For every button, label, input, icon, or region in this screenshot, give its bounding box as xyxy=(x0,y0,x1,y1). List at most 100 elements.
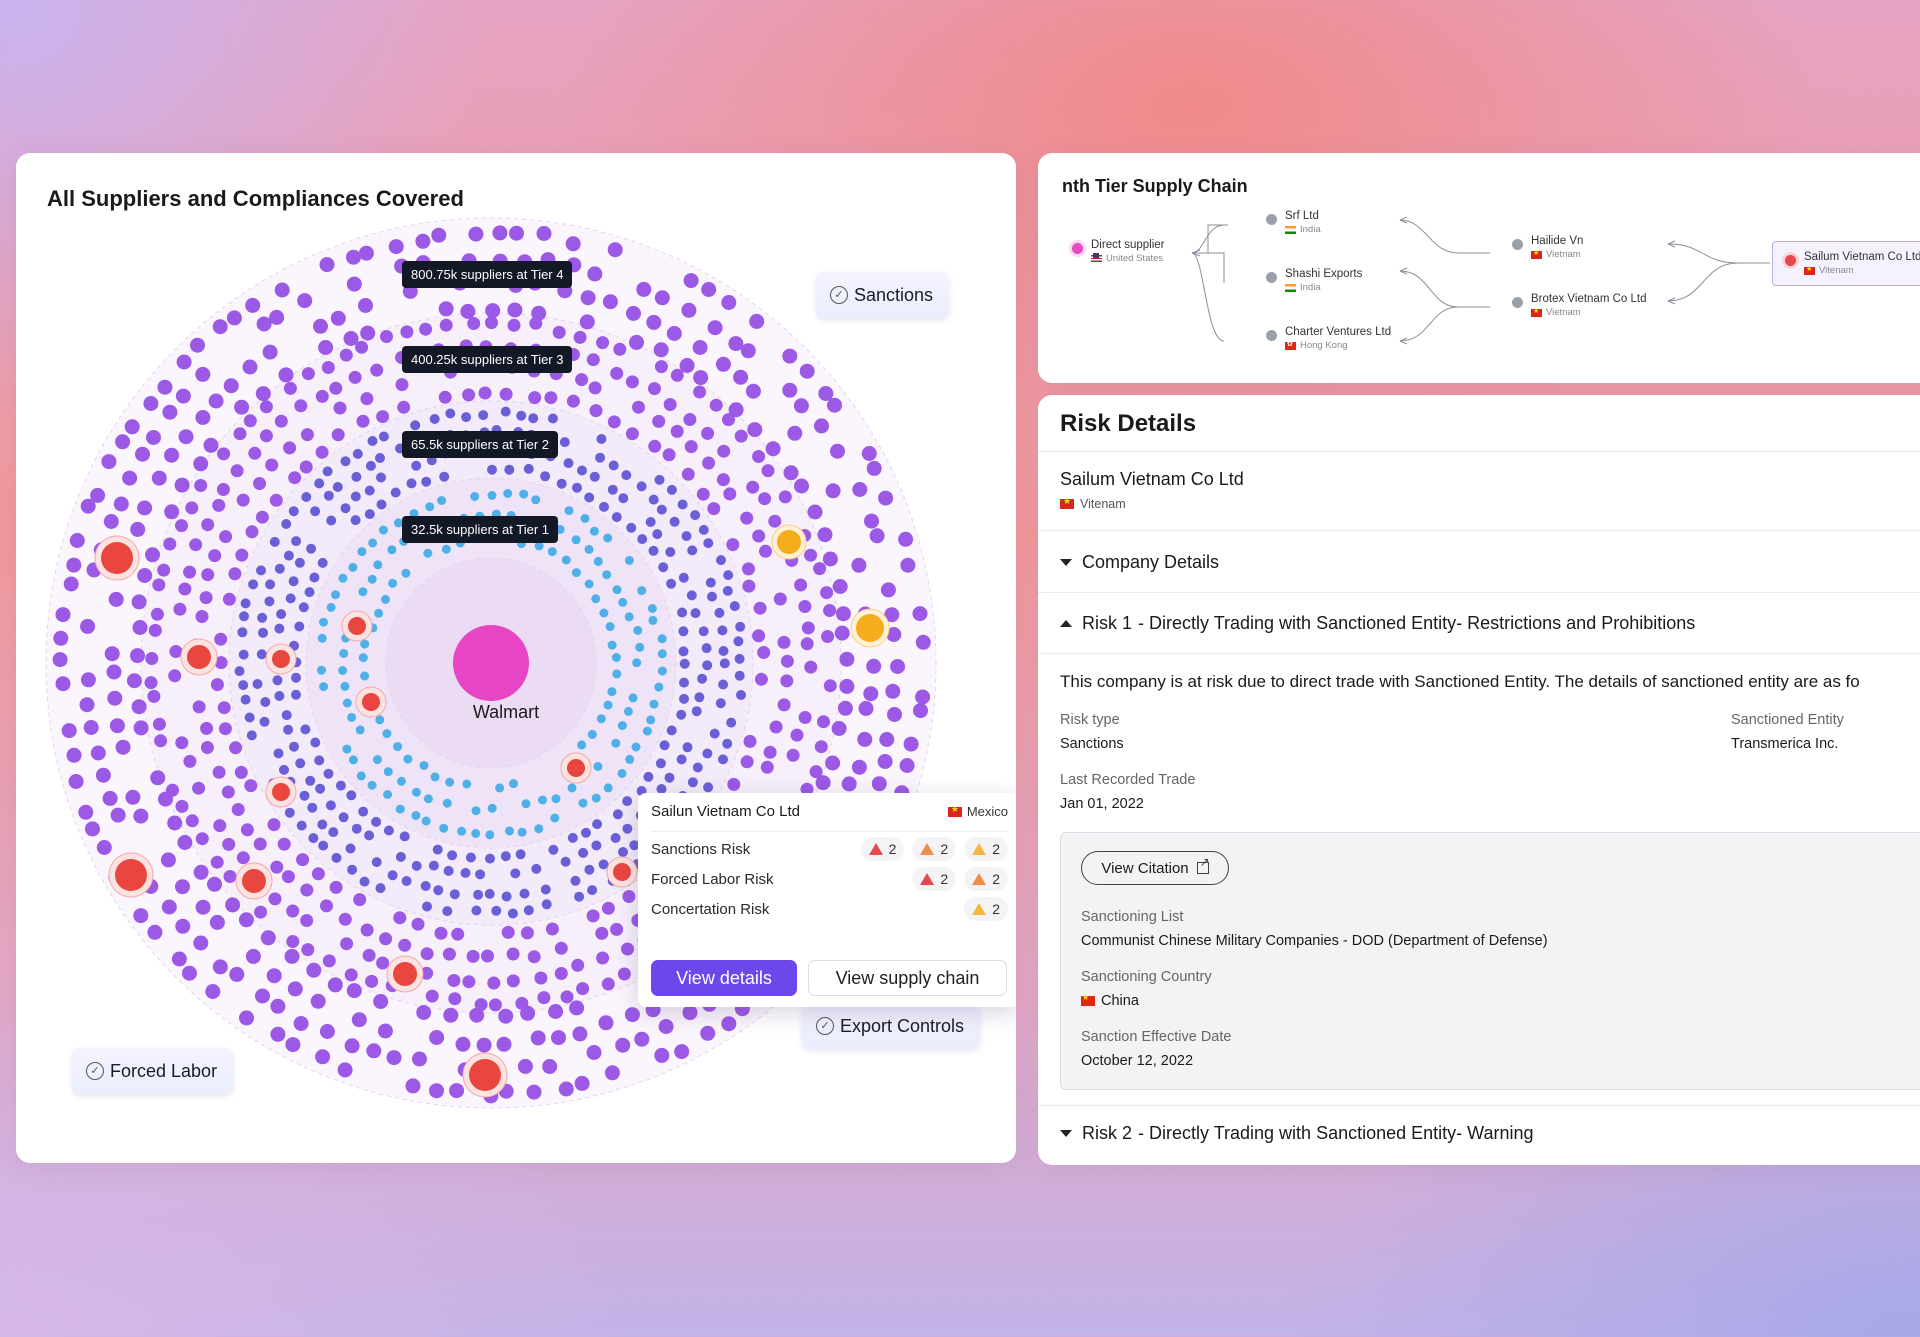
supplier-dot xyxy=(135,446,150,462)
supplier-dot xyxy=(676,754,687,765)
view-details-button[interactable]: View details xyxy=(651,960,797,996)
supplier-dot xyxy=(722,585,733,596)
supplier-dot xyxy=(656,504,667,515)
supplier-dot xyxy=(269,309,285,325)
supplier-dot xyxy=(807,504,823,520)
supplier-dot xyxy=(580,514,590,523)
node-country: India xyxy=(1285,224,1321,235)
supplier-dot xyxy=(516,410,527,421)
sanctions-tag[interactable]: ✓ Sanctions xyxy=(816,272,950,318)
supplier-dot xyxy=(162,404,178,420)
supplier-dot xyxy=(485,316,498,330)
low-risk-badge[interactable]: 2 xyxy=(964,867,1008,891)
supplier-dot xyxy=(587,885,598,896)
supplier-dot xyxy=(125,789,141,805)
supplier-dot xyxy=(601,901,615,915)
node-srf-ltd[interactable]: Srf Ltd India xyxy=(1266,210,1321,235)
supplier-dot xyxy=(681,531,692,542)
supplier-dot xyxy=(368,538,378,548)
supplier-dot xyxy=(283,550,294,561)
supplier-dot xyxy=(577,740,587,750)
supplier-dot xyxy=(507,302,523,318)
risk-dot xyxy=(777,530,801,554)
supplier-dot xyxy=(373,994,389,1009)
supplier-dot xyxy=(851,759,867,775)
supplier-dot xyxy=(484,888,495,899)
node-sailum-vietnam[interactable]: Sailum Vietnam Co Ltd Vitenam xyxy=(1772,241,1920,286)
supplier-dot xyxy=(647,604,657,613)
node-country-label: India xyxy=(1300,282,1321,293)
warning-triangle-icon xyxy=(920,843,935,855)
supplier-dot xyxy=(635,642,645,652)
risk-1-title: - Directly Trading with Sanctioned Entit… xyxy=(1138,613,1696,633)
sanctioning-list-value: Communist Chinese Military Companies - D… xyxy=(1081,933,1548,949)
supplier-dot xyxy=(665,547,676,557)
supplier-dot xyxy=(563,458,574,469)
badge-count: 2 xyxy=(992,901,1000,917)
concertation-risk-row: Concertation Risk 2 xyxy=(651,897,1008,921)
supplier-dot xyxy=(538,795,547,805)
supplier-dot xyxy=(294,621,305,632)
supplier-dot xyxy=(618,493,629,504)
supplier-dot xyxy=(195,410,211,425)
supplier-dot xyxy=(670,368,684,382)
supplier-dot xyxy=(622,823,633,834)
supplier-dot xyxy=(624,555,634,565)
supplier-dot xyxy=(351,471,362,482)
supplier-dot xyxy=(877,754,893,769)
supplier-dot xyxy=(301,367,315,381)
supplier-dot xyxy=(419,322,433,336)
supplier-dot xyxy=(248,579,259,590)
supplier-dot xyxy=(575,373,589,387)
supplier-dot xyxy=(256,316,272,332)
risk-1-toggle[interactable]: Risk 1 - Directly Trading with Sanctione… xyxy=(1060,613,1695,634)
supplier-dot xyxy=(277,837,291,851)
node-direct-supplier[interactable]: Direct supplier United States xyxy=(1072,239,1165,264)
supplier-dot xyxy=(401,568,411,578)
supplier-dot xyxy=(745,383,761,399)
company-details-toggle[interactable]: Company Details xyxy=(1060,552,1219,573)
export-controls-tag[interactable]: ✓ Export Controls xyxy=(802,1003,981,1049)
low-risk-badge[interactable]: 2 xyxy=(964,837,1008,861)
company-details-label: Company Details xyxy=(1082,552,1220,572)
supplier-dot xyxy=(657,634,667,644)
supplier-dot xyxy=(266,968,282,984)
supplier-dot xyxy=(571,568,581,578)
low-risk-badge[interactable]: 2 xyxy=(964,897,1008,921)
walmart-center-dot[interactable] xyxy=(453,625,529,701)
node-name: Sailum Vietnam Co Ltd xyxy=(1804,251,1920,263)
view-supply-chain-button[interactable]: View supply chain xyxy=(808,960,1007,996)
supplier-dot xyxy=(818,386,834,401)
supplier-dot xyxy=(270,860,284,874)
high-risk-badge[interactable]: 2 xyxy=(860,837,905,861)
node-charter-ventures[interactable]: Charter Ventures Ltd Hong Kong xyxy=(1266,326,1391,351)
supplier-dot xyxy=(607,640,617,650)
supplier-dot xyxy=(409,509,419,519)
supplier-dot xyxy=(291,672,301,683)
supplier-dot xyxy=(173,602,187,616)
risk-2-toggle[interactable]: Risk 2 - Directly Trading with Sanctione… xyxy=(1060,1123,1534,1144)
supplier-dot xyxy=(260,697,271,707)
supplier-dot xyxy=(799,363,815,379)
supplier-dot xyxy=(351,823,362,834)
supplier-dot xyxy=(214,656,228,670)
medium-risk-badge[interactable]: 2 xyxy=(912,837,957,861)
node-shashi-exports[interactable]: Shashi Exports India xyxy=(1266,268,1362,293)
tier-3-label: 400.25k suppliers at Tier 3 xyxy=(402,346,573,373)
supplier-dot xyxy=(469,1007,485,1023)
high-risk-badge[interactable]: 2 xyxy=(912,867,957,891)
view-citation-button[interactable]: View Citation xyxy=(1081,851,1229,885)
node-hailide-vn[interactable]: Hailide Vn Vietnam xyxy=(1512,235,1583,260)
supplier-dot xyxy=(269,493,283,507)
supplier-dot xyxy=(137,568,153,583)
supplier-dot xyxy=(646,314,662,330)
supplier-dot xyxy=(691,706,702,717)
supplier-dot xyxy=(420,947,434,961)
supplier-dot xyxy=(777,635,791,649)
node-brotex-vietnam[interactable]: Brotex Vietnam Co Ltd Vietnam xyxy=(1512,293,1647,318)
supplier-dot xyxy=(804,548,818,562)
forced-labor-tag[interactable]: ✓ Forced Labor xyxy=(72,1048,234,1094)
supplier-dot xyxy=(734,653,745,664)
supplier-dot xyxy=(577,465,587,476)
supplier-dot xyxy=(360,392,374,406)
